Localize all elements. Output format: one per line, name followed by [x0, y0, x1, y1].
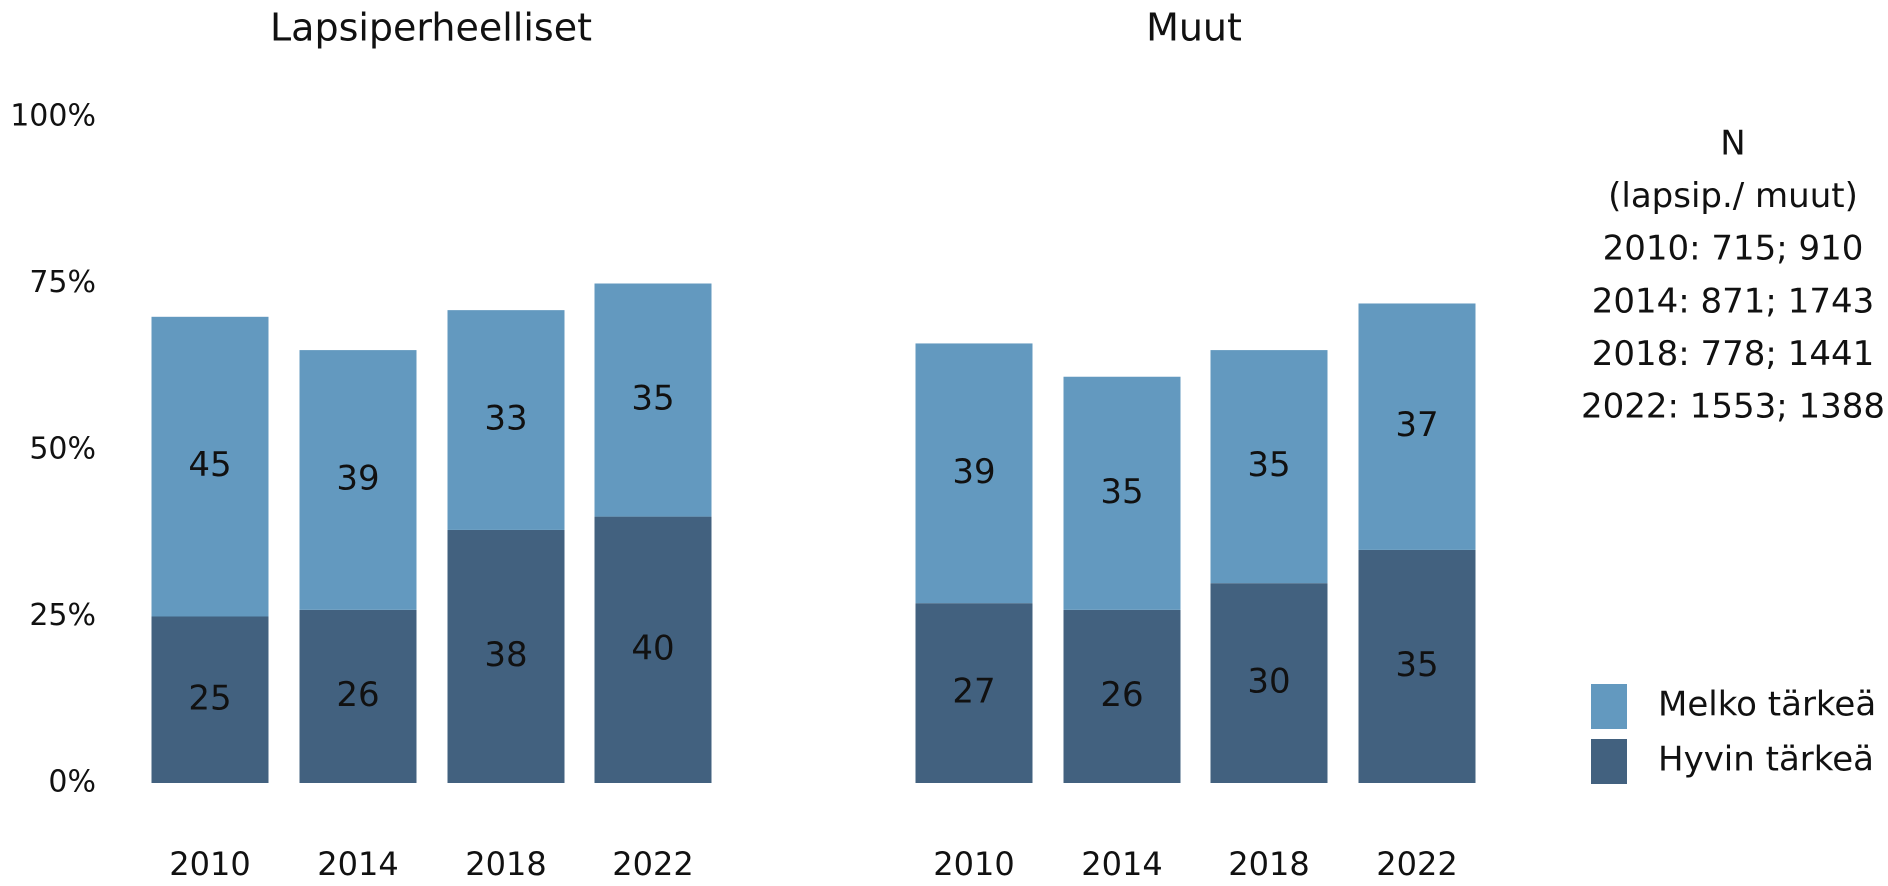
- bar-segment: [1063, 376, 1181, 610]
- data-label: 35: [1395, 645, 1438, 685]
- bar-segment: [594, 516, 712, 783]
- bar-segment: [1358, 549, 1476, 783]
- legend-label: Hyvin tärkeä: [1658, 740, 1874, 780]
- bar-segment: [594, 283, 712, 517]
- data-label: 35: [631, 379, 674, 419]
- bar-segment: [1210, 583, 1328, 783]
- y-tick-label: 50%: [29, 432, 96, 467]
- x-tick-label: 2022: [612, 845, 693, 883]
- bar-segment: [151, 316, 269, 617]
- legend-swatch: [1591, 684, 1627, 729]
- bar-segment: [447, 310, 565, 530]
- x-tick-label: 2010: [169, 845, 250, 883]
- data-label: 45: [188, 445, 231, 485]
- data-label: 39: [952, 452, 995, 492]
- legend-label: Melko tärkeä: [1658, 685, 1876, 725]
- x-tick-label: 2014: [1081, 845, 1162, 883]
- bar-segment: [1210, 350, 1328, 584]
- bar-segment: [1358, 303, 1476, 550]
- bar-segment: [299, 350, 417, 610]
- note-line: 2022: 1553; 1388: [1581, 387, 1885, 427]
- data-label: 35: [1100, 472, 1143, 512]
- bar-segment: [299, 609, 417, 783]
- x-tick-label: 2018: [1228, 845, 1309, 883]
- legend-swatch: [1591, 739, 1627, 784]
- bar-segment: [915, 343, 1033, 604]
- x-tick-label: 2022: [1376, 845, 1457, 883]
- chart-title: Lapsiperheelliset: [270, 6, 592, 50]
- note-line: N: [1720, 124, 1745, 164]
- bar-segment: [915, 603, 1033, 783]
- note-line: 2018: 778; 1441: [1592, 334, 1874, 374]
- x-tick-label: 2014: [317, 845, 398, 883]
- data-label: 30: [1247, 662, 1290, 702]
- data-label: 25: [188, 678, 231, 718]
- x-tick-label: 2010: [933, 845, 1014, 883]
- y-tick-label: 25%: [29, 598, 96, 633]
- data-label: 39: [336, 458, 379, 498]
- chart-title: Muut: [1146, 6, 1242, 50]
- x-tick-label: 2018: [465, 845, 546, 883]
- data-label: 38: [484, 635, 527, 675]
- y-tick-label: 75%: [29, 265, 96, 300]
- note-line: (lapsip./ muut): [1608, 176, 1858, 216]
- bar-segment: [151, 616, 269, 783]
- data-label: 27: [952, 672, 995, 712]
- data-label: 26: [1100, 675, 1143, 715]
- bar-segment: [447, 529, 565, 783]
- y-tick-label: 0%: [48, 765, 96, 800]
- data-label: 37: [1395, 405, 1438, 445]
- data-label: 40: [631, 628, 674, 668]
- data-label: 33: [484, 399, 527, 439]
- data-label: 26: [336, 675, 379, 715]
- y-tick-label: 100%: [10, 99, 96, 134]
- note-line: 2010: 715; 910: [1603, 229, 1864, 269]
- note-line: 2014: 871; 1743: [1592, 281, 1874, 321]
- data-label: 35: [1247, 445, 1290, 485]
- bar-segment: [1063, 609, 1181, 783]
